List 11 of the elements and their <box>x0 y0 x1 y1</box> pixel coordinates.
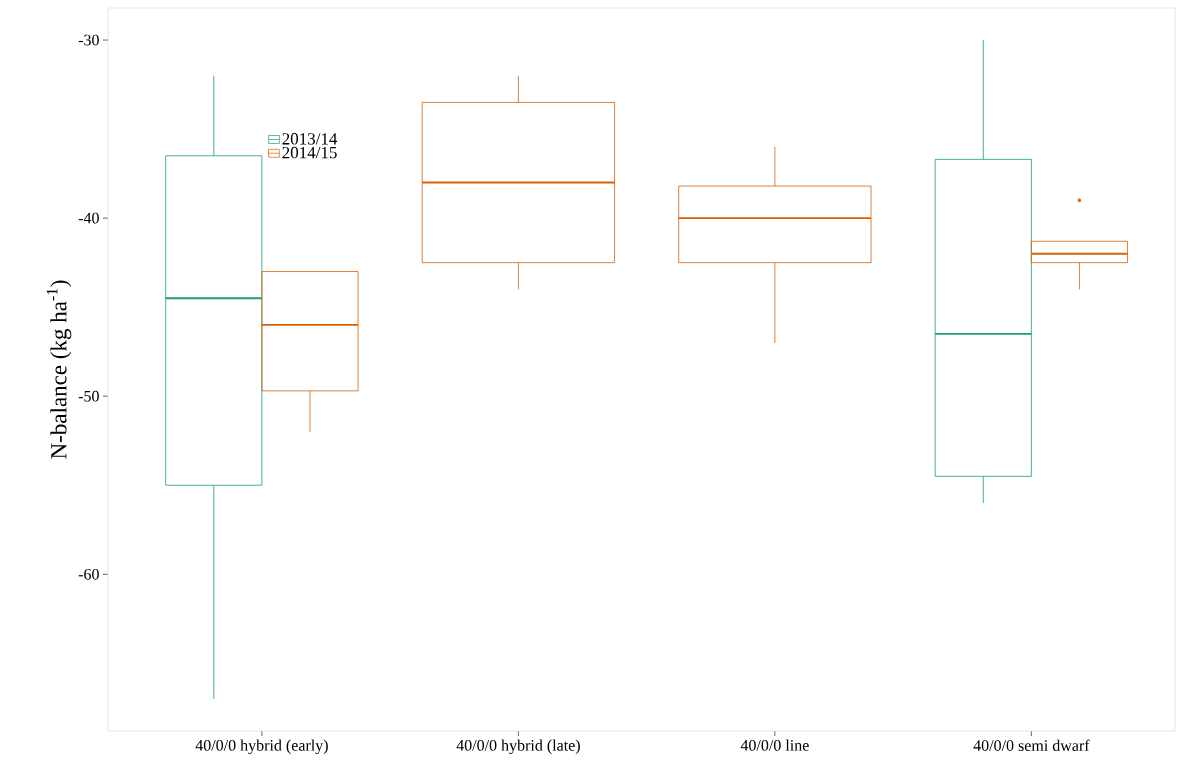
y-axis-title: N-balance (kg ha$^{-1}$) <box>46 280 72 459</box>
x-tick-label: 40/0/0 semi dwarf <box>973 739 1090 751</box>
legend-label: 2014/15 <box>282 146 337 159</box>
x-tick-label: 40/0/0 line <box>740 739 809 751</box>
x-tick-label: 40/0/0 hybrid (early) <box>195 739 328 755</box>
legend-label: 2013/14 <box>282 133 338 145</box>
y-tick-label: -60 <box>78 568 99 580</box>
y-tick-label: -50 <box>78 390 99 402</box>
y-tick-label: -40 <box>78 212 99 224</box>
x-tick-label: 40/0/0 hybrid (late) <box>456 739 580 755</box>
y-tick-label: -30 <box>78 34 99 46</box>
